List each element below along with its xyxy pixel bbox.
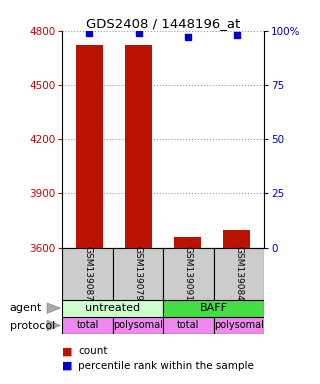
Text: GSM139079: GSM139079	[133, 246, 142, 301]
Bar	[163, 317, 214, 334]
Text: polysomal: polysomal	[113, 320, 163, 331]
Bar	[125, 45, 152, 248]
Polygon shape	[47, 303, 60, 313]
Text: count: count	[78, 346, 108, 356]
Text: GSM139084: GSM139084	[234, 246, 243, 301]
Text: ■: ■	[62, 361, 73, 371]
Polygon shape	[47, 320, 60, 331]
Text: GSM139087: GSM139087	[83, 246, 92, 301]
Bar	[62, 317, 113, 334]
Bar	[174, 237, 201, 248]
Text: untreated: untreated	[85, 303, 140, 313]
Text: ■: ■	[62, 346, 73, 356]
Text: total: total	[177, 320, 200, 331]
Text: BAFF: BAFF	[200, 303, 228, 313]
Bar	[214, 317, 264, 334]
Text: percentile rank within the sample: percentile rank within the sample	[78, 361, 254, 371]
Bar	[214, 248, 264, 300]
Bar	[223, 230, 251, 248]
Bar	[62, 248, 113, 300]
Bar	[62, 300, 163, 317]
Text: GSM139091: GSM139091	[184, 246, 193, 301]
Title: GDS2408 / 1448196_at: GDS2408 / 1448196_at	[86, 17, 240, 30]
Bar	[113, 248, 163, 300]
Text: polysomal: polysomal	[214, 320, 264, 331]
Text: total: total	[76, 320, 99, 331]
Bar	[76, 45, 103, 248]
Text: agent: agent	[10, 303, 42, 313]
Bar	[113, 317, 163, 334]
Bar	[163, 248, 214, 300]
Bar	[163, 300, 264, 317]
Text: protocol: protocol	[10, 321, 55, 331]
